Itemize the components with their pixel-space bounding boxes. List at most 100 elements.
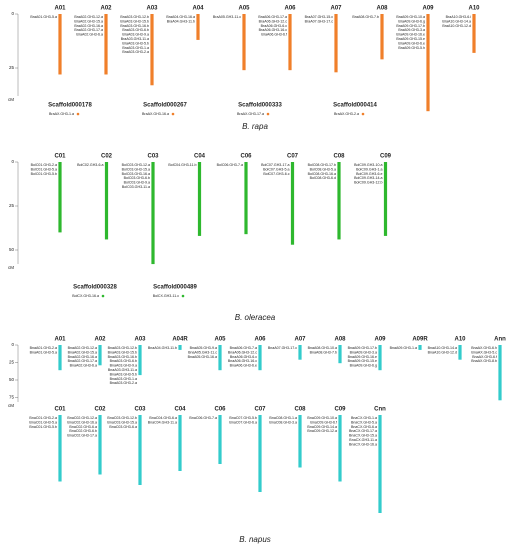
gene-label: BnaC04.GH3-11.a bbox=[148, 420, 177, 424]
gene-label: BraA02.GH3-17.a bbox=[74, 28, 103, 32]
gene-label: BnaC09.GH3-14.a bbox=[307, 425, 337, 429]
chromosome-name: C08 bbox=[333, 154, 345, 160]
chromosome-name: A10 bbox=[454, 337, 466, 343]
gene-label: BolC01.GH3-2.a bbox=[31, 163, 57, 167]
gene-label: BnaA02.GH3-12.a bbox=[68, 346, 97, 350]
chromosome-bar bbox=[178, 345, 182, 350]
chromosome-name: C07 bbox=[287, 154, 299, 160]
chromosome-name: Cnn bbox=[374, 407, 386, 413]
gene-label: BnaA02.GH3-16.a bbox=[68, 355, 97, 359]
gene-label: BnaA06.GH3-16.c bbox=[228, 359, 257, 363]
gene-label: BnaA09.GH3-15.e bbox=[348, 359, 377, 363]
gene-label: BraA09.GH3-16.e bbox=[396, 33, 425, 37]
scaffold-name: Scaffold000333 bbox=[238, 103, 282, 109]
scale-tick-label: 25 bbox=[9, 203, 15, 208]
chromosome-bar bbox=[150, 14, 154, 86]
gene-label: BnaA06.GH3-7.a bbox=[230, 346, 257, 350]
scaffold-marker bbox=[76, 112, 80, 116]
chromosome-name: A07 bbox=[330, 6, 342, 12]
gene-label: BraA07.GH3-15.c bbox=[305, 15, 334, 19]
panel-title: B. rapa bbox=[242, 122, 268, 131]
scaffold-marker bbox=[171, 112, 175, 116]
gene-label: BnaA05.GH3-11.c bbox=[188, 350, 217, 354]
gene-label: BolC09.GH3-14.a bbox=[354, 176, 382, 180]
chromosome-bar bbox=[151, 162, 155, 265]
chromosome-name: A09 bbox=[374, 337, 386, 343]
gene-label: BnaA10.GH3-12.d bbox=[428, 350, 457, 354]
chromosome-name: C09 bbox=[380, 154, 392, 160]
chromosome-bar bbox=[218, 415, 222, 464]
gene-label: BolC07.GH3-6.c bbox=[263, 172, 289, 176]
gene-label: BolC09.GH3-1.a bbox=[356, 167, 382, 171]
gene-label: BraA09.GH3-17.b bbox=[396, 24, 425, 28]
gene-label: BnaA05.GH3-16.a bbox=[188, 355, 217, 359]
chromosome-bar bbox=[138, 345, 142, 376]
gene-label: BnaA05.GH3-9.a bbox=[190, 346, 217, 350]
gene-label: BraA10.GH3-6.i bbox=[446, 15, 472, 19]
chromosome-bar bbox=[378, 345, 382, 371]
gene-label: BraA02.GH3-16.a bbox=[74, 24, 103, 28]
scaffold-marker bbox=[181, 294, 185, 298]
scale-tick-label: 50 bbox=[9, 247, 15, 252]
scale-tick-label: 0 bbox=[11, 342, 14, 347]
chromosome-name: A01 bbox=[54, 337, 66, 343]
gene-label: BolC02.GH3-6.a bbox=[77, 163, 103, 167]
gene-label: BraA05.GH3-11.c bbox=[213, 15, 241, 19]
chromosome-bar bbox=[298, 415, 302, 468]
gene-label: BnaA03.GH3-5.b bbox=[110, 372, 137, 376]
gene-label: BraA06.GH3-6.f bbox=[261, 33, 287, 37]
chromosome-bar bbox=[58, 14, 62, 75]
gene-label: BolC08.GH3-16.a bbox=[308, 172, 336, 176]
chromosome-bar bbox=[258, 345, 262, 371]
gene-label: BraA07.GH3-17.c bbox=[305, 19, 334, 23]
gene-label: BnaC01.GH3-5.a bbox=[29, 420, 57, 424]
gene-label: BnaC02.GH3-6.a bbox=[69, 425, 97, 429]
chromosome-name: C03 bbox=[147, 154, 159, 160]
gene-label: BnaA09.GH3-17.b bbox=[348, 346, 377, 350]
gene-label: BnaC02.GH3-6.b bbox=[69, 429, 97, 433]
gene-label: BraA03.GH3-9.a bbox=[122, 33, 149, 37]
chromosome-name: C01 bbox=[54, 407, 66, 413]
gene-label: BnaCX.GH3-17.a bbox=[349, 429, 377, 433]
gene-label: BolC09.GH3-10.a bbox=[354, 163, 382, 167]
chromosome-bar bbox=[458, 345, 462, 360]
scaffold-marker bbox=[101, 294, 105, 298]
gene-label: BolC09.GH3-12.b bbox=[354, 181, 382, 185]
gene-label: BraA04.GH3-11.b bbox=[167, 19, 195, 23]
chromosome-name: C04 bbox=[194, 154, 206, 160]
gene-label: BraA09.GH3-5.h bbox=[398, 46, 425, 50]
gene-label: BnaC09.GH3-12.a bbox=[307, 429, 337, 433]
chromosome-bar bbox=[337, 162, 341, 240]
gene-label: BnaC03.GH3-12.b bbox=[107, 416, 137, 420]
gene-label: BraA10.GH3-14.a bbox=[442, 19, 471, 23]
chromosome-name: A03 bbox=[146, 6, 158, 12]
gene-label: BolC01.GH3-5.b bbox=[31, 172, 57, 176]
chromosome-bar bbox=[258, 415, 262, 492]
chromosome-bar bbox=[498, 345, 502, 401]
gene-label: BnaC09.GH3-10.a bbox=[307, 416, 337, 420]
gene-label: BnaC07.GH3-5.b bbox=[229, 416, 257, 420]
chromosome-name: C09 bbox=[334, 407, 346, 413]
gene-label: BolC03.GH3-9.a bbox=[124, 181, 150, 185]
scale-tick-label: 0 bbox=[11, 159, 14, 164]
gene-label: BnaAX.GH3-6.h bbox=[471, 346, 497, 350]
gene-label: BolC08.GH3-17.b bbox=[308, 163, 336, 167]
gene-label: BnaC07.GH3-6.a bbox=[229, 420, 257, 424]
gene-label: BraAX.GH3-1.a bbox=[49, 112, 74, 116]
gene-label: BnaA08.GH3-10.a bbox=[308, 346, 337, 350]
gene-label: BraAX.GH3-2.a bbox=[334, 112, 359, 116]
gene-label: BnaC01.GH3-2.a bbox=[29, 416, 57, 420]
chromosome-name: A03 bbox=[134, 337, 146, 343]
scale-unit: cM bbox=[8, 97, 14, 102]
scaffold-name: Scaffold000178 bbox=[48, 103, 92, 109]
gene-label: BnaC03.GH3-15.a bbox=[107, 420, 137, 424]
gene-label: BnaA03.GH3-6.b bbox=[110, 359, 137, 363]
gene-label: BraAX.GH3-16.a bbox=[142, 112, 169, 116]
gene-label: BraA09.GH3-15.e bbox=[396, 37, 425, 41]
gene-label: BnaC04.GH3-6.a bbox=[149, 416, 177, 420]
gene-label: BnaA01.GH3-5.a bbox=[30, 350, 57, 354]
gene-label: BraA03.GH3-2.a bbox=[122, 50, 149, 54]
gene-label: BnaA04.GH3-11.b bbox=[148, 346, 177, 350]
chromosome-name: A02 bbox=[94, 337, 106, 343]
scaffold-marker bbox=[361, 112, 365, 116]
